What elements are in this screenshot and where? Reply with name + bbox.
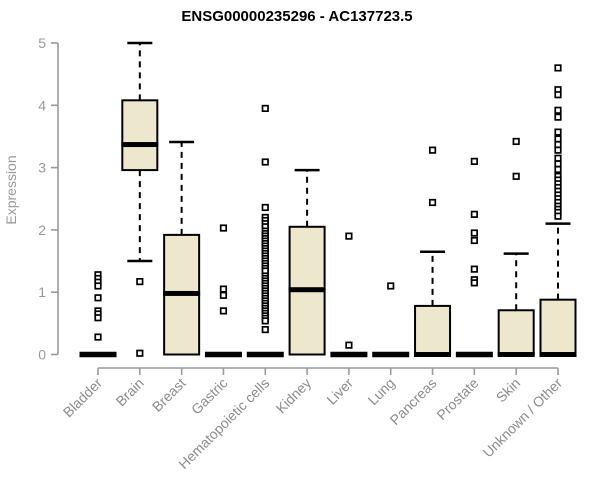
y-tick-label-2: 2 (38, 222, 46, 238)
chart-title: ENSG00000235296 - AC137723.5 (181, 8, 412, 25)
outlier-prostate (470, 157, 478, 165)
outlier-unknown-other (554, 160, 562, 168)
outlier-unknown-other (554, 106, 562, 114)
outlier-bladder (94, 294, 102, 302)
outlier-skin (512, 172, 520, 180)
outlier-lung (387, 282, 395, 290)
outlier-unknown-other (554, 140, 562, 149)
box-pancreas (414, 304, 452, 356)
x-category-label-brain: Brain (113, 375, 147, 409)
outlier-bladder (94, 282, 102, 290)
box-prostate (455, 351, 493, 358)
outlier-unknown-other (554, 113, 562, 121)
outlier-liver (345, 341, 353, 349)
outlier-prostate (470, 229, 478, 237)
outlier-hematopoietic-cells (261, 104, 269, 113)
y-axis-label: Expression (3, 155, 19, 224)
outlier-unknown-other (554, 212, 562, 220)
median-pancreas (414, 352, 452, 357)
x-category-label-breast: Breast (149, 375, 189, 415)
outlier-hematopoietic-cells (261, 203, 269, 212)
x-category-label-liver: Liver (323, 375, 356, 408)
outlier-hematopoietic-cells (261, 158, 269, 166)
y-tick-label-5: 5 (38, 35, 46, 51)
outlier-prostate (470, 279, 478, 287)
outlier-unknown-other (554, 128, 562, 136)
median-skin (497, 352, 535, 357)
x-category-label-skin: Skin (493, 375, 524, 406)
outlier-liver (345, 232, 353, 240)
outlier-pancreas (428, 146, 437, 154)
y-tick-label-3: 3 (38, 160, 46, 176)
outlier-prostate (470, 265, 478, 273)
outlier-bladder (94, 314, 102, 322)
box-lung (372, 351, 410, 358)
outlier-gastric (219, 291, 228, 299)
box-bladder (79, 351, 117, 358)
x-category-label-unknown-other: Unknown / Other (480, 375, 566, 461)
outlier-brain (136, 278, 144, 286)
x-category-label-prostate: Prostate (433, 375, 481, 423)
outlier-brain (136, 349, 144, 357)
outlier-prostate (470, 236, 478, 245)
outlier-gastric (219, 285, 228, 293)
outlier-gastric (219, 224, 228, 232)
outlier-skin (512, 137, 520, 146)
outlier-unknown-other (554, 165, 562, 174)
box-skin (497, 309, 535, 356)
y-tick-label-1: 1 (38, 284, 46, 300)
x-category-label-kidney: Kidney (273, 375, 315, 417)
median-kidney (288, 287, 326, 293)
box-hematopoietic-cells (246, 351, 284, 358)
outlier-hematopoietic-cells (261, 325, 269, 334)
box-unknown-other (539, 298, 577, 356)
outlier-bladder (94, 333, 102, 341)
median-breast (163, 290, 201, 296)
box-brain (121, 99, 159, 172)
outlier-hematopoietic-cells (261, 317, 269, 325)
outlier-unknown-other (554, 146, 562, 154)
x-category-label-lung: Lung (365, 375, 398, 408)
outlier-pancreas (428, 198, 437, 207)
outlier-gastric (219, 307, 228, 315)
y-tick-label-4: 4 (38, 97, 46, 113)
outlier-unknown-other (554, 91, 562, 99)
x-category-label-bladder: Bladder (60, 375, 106, 421)
y-tick-label-0: 0 (38, 347, 46, 363)
median-unknown-other (539, 352, 577, 357)
box-gastric (204, 351, 242, 358)
median-brain (121, 142, 159, 148)
outlier-unknown-other (554, 64, 562, 72)
outlier-unknown-other (554, 154, 562, 162)
box-liver (330, 351, 368, 358)
outlier-prostate (470, 210, 478, 218)
outlier-unknown-other (554, 135, 562, 143)
